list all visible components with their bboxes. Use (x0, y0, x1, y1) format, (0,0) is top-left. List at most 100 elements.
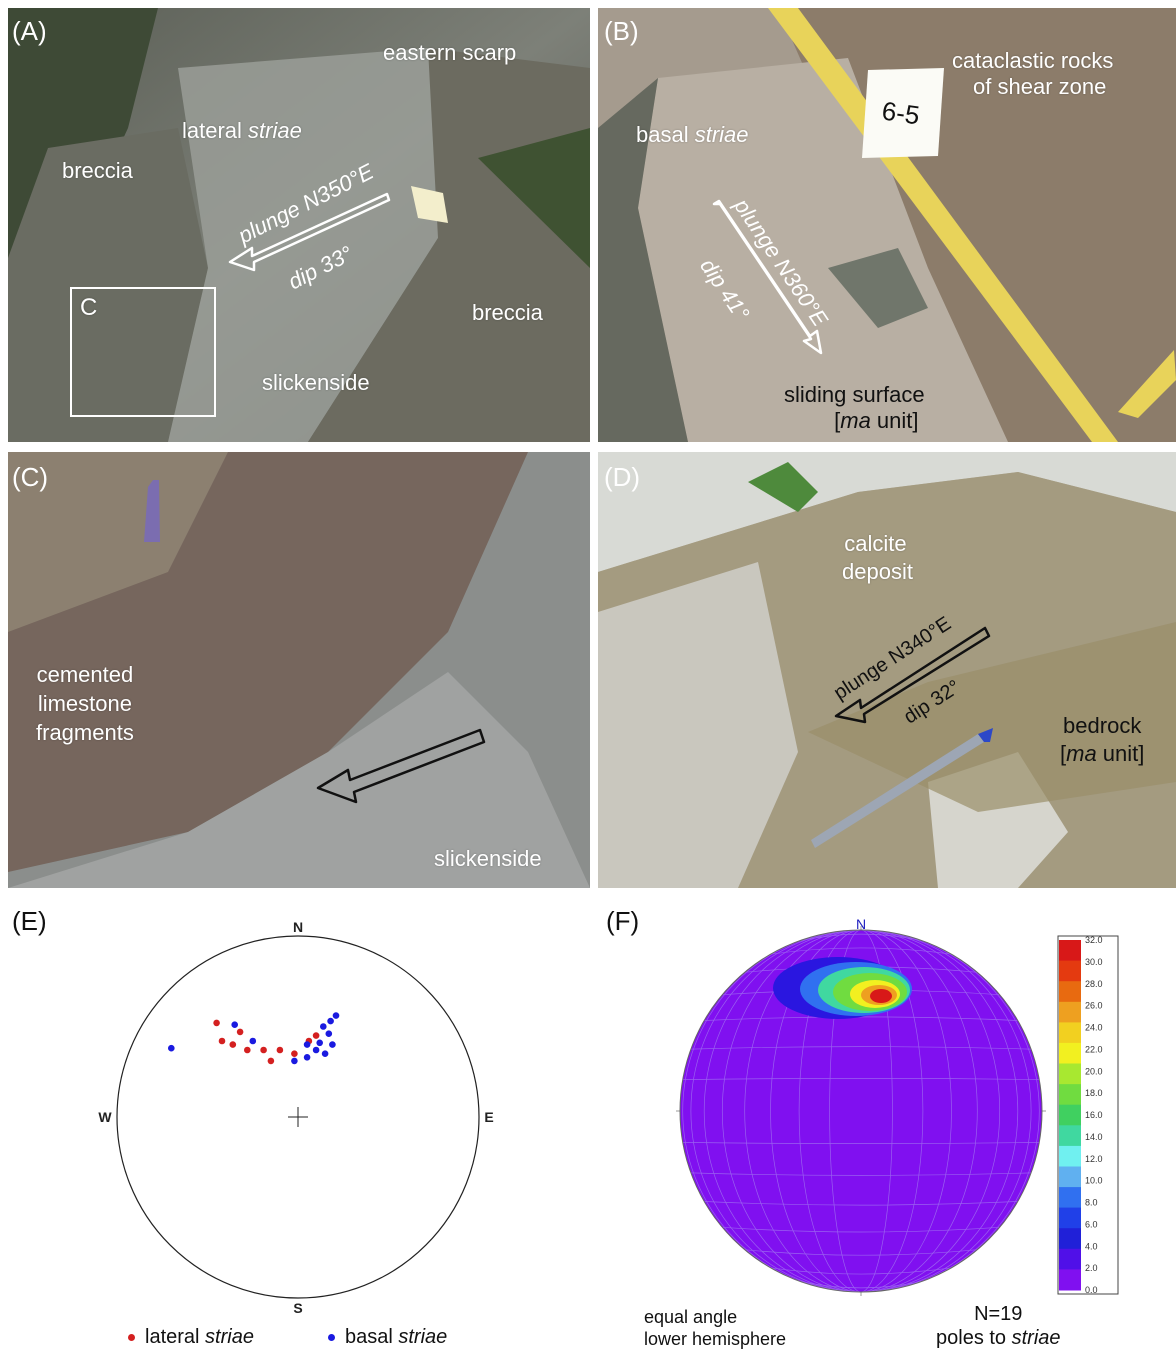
scale-tick-label: 26.0 (1085, 1001, 1103, 1011)
basal-striae-point (327, 1017, 334, 1025)
north-label-e: N (293, 919, 303, 935)
poles-caption: N=19 poles to striae (936, 1303, 1061, 1349)
scale-tick-label: 24.0 (1085, 1023, 1103, 1033)
scale-tick-label: 28.0 (1085, 979, 1103, 989)
scale-swatch (1059, 960, 1081, 982)
west-label-e: W (98, 1109, 112, 1125)
scale-swatch (1059, 1145, 1081, 1167)
plunge-arrow-d (834, 626, 991, 724)
basal-striae-point (231, 1021, 238, 1028)
basal-striae-point (329, 1041, 336, 1048)
basal-striae-point (316, 1039, 324, 1047)
scale-tick-label: 18.0 (1085, 1088, 1103, 1098)
eastern-scarp-label: eastern scarp (383, 40, 517, 65)
basal-striae-point (332, 1012, 340, 1019)
cemented-label: cemented limestone fragments (36, 662, 134, 745)
panel-a-label: (A) (12, 16, 47, 46)
cataclastic-label: cataclastic rocks of shear zone (952, 48, 1114, 99)
panel-c: (C) cemented limestone fragments slickensi… (8, 452, 590, 888)
scale-tick-label: 22.0 (1085, 1044, 1103, 1054)
slickenside-a-label: slickenside (262, 370, 370, 395)
scale-swatch (1059, 981, 1081, 1003)
lateral-striae-label: lateral striae (182, 118, 302, 143)
basal-striae-point (312, 1046, 320, 1054)
legend-basal: basal striae (328, 1326, 447, 1349)
scale-tick-label: 4.0 (1085, 1241, 1098, 1251)
panel-b: (B) cataclastic rocks of shear zone 6-5 b… (598, 8, 1176, 442)
scale-swatch (1059, 940, 1081, 962)
breccia-left-label: breccia (62, 158, 133, 183)
scale-tick-label: 14.0 (1085, 1132, 1103, 1142)
slickenside-arrow-c (316, 728, 486, 804)
legend-basal-marker (328, 1334, 335, 1342)
panel-d: (D) calcite deposit plunge N340°E dip 32°… (598, 452, 1176, 888)
bedrock-label: bedrock [ma unit] (1060, 713, 1145, 766)
scale-tick-label: 30.0 (1085, 957, 1103, 967)
basal-striae-point (320, 1023, 327, 1030)
scale-tick-label: 2.0 (1085, 1263, 1098, 1273)
scale-swatch (1059, 1042, 1081, 1064)
box-c: C (70, 287, 216, 417)
panel-a-photo (8, 8, 590, 442)
plunge-arrow-b (712, 199, 823, 355)
scale-swatch (1059, 1022, 1081, 1044)
basal-striae-point (303, 1041, 311, 1048)
stereonet-e: N S W E (98, 919, 493, 1316)
scale-tick-label: 32.0 (1085, 935, 1103, 945)
plunge-arrow-a (228, 192, 391, 272)
scale-tick-label: 0.0 (1085, 1285, 1098, 1295)
scale-swatch (1059, 1104, 1081, 1126)
basal-striae-label: basal striae (636, 122, 749, 147)
scale-tick-label: 10.0 (1085, 1176, 1103, 1186)
sliding-surface-label: sliding surface [ma unit] (784, 382, 925, 433)
lateral-striae-point (260, 1046, 267, 1054)
box-c-label: C (80, 294, 98, 321)
panel-b-photo (598, 8, 1176, 442)
scale-tick-label: 20.0 (1085, 1066, 1103, 1076)
stereonet-points (168, 1012, 340, 1065)
basal-striae-point (249, 1037, 257, 1045)
panel-f-label: (F) (606, 906, 640, 936)
scale-swatch (1059, 1125, 1081, 1147)
density-disc (680, 930, 1042, 1292)
lateral-striae-point (291, 1050, 298, 1057)
scale-tick-label: 16.0 (1085, 1110, 1103, 1120)
basal-striae-point (321, 1050, 329, 1057)
panel-b-label: (B) (604, 16, 639, 46)
breccia-right-label: breccia (472, 300, 543, 325)
panel-c-photo (8, 452, 590, 888)
scale-swatch (1059, 1187, 1081, 1209)
scale-swatch (1059, 1248, 1081, 1270)
scale-swatch (1059, 1228, 1081, 1250)
panel-e-label: (E) (12, 906, 47, 936)
lateral-striae-point (229, 1041, 237, 1048)
lateral-striae-point (276, 1046, 284, 1054)
scale-swatch (1059, 1207, 1081, 1229)
south-label-e: S (293, 1300, 302, 1316)
panel-a: (A) eastern scarp lateral striae breccia… (8, 8, 590, 442)
lateral-striae-point (236, 1028, 244, 1036)
projection-caption: equal angle lower hemisphere (644, 1307, 787, 1349)
legend-lateral-marker (128, 1334, 135, 1342)
panel-d-photo (598, 452, 1176, 888)
basal-striae-point (168, 1044, 175, 1052)
panel-d-label: (D) (604, 462, 641, 492)
basal-striae-point (303, 1054, 311, 1061)
lateral-striae-point (213, 1019, 220, 1027)
east-label-e: E (484, 1109, 493, 1125)
basal-striae-point (291, 1057, 298, 1065)
basal-striae-point (325, 1030, 333, 1037)
scale-swatch (1059, 1063, 1081, 1085)
scale-tick-label: 12.0 (1085, 1154, 1103, 1164)
lateral-striae-point (267, 1057, 275, 1065)
density-plot-f: N 32.0 30.0 28.0 26.0 24.0 22.0 20.0 18.0 16.0 14… (676, 916, 1119, 1296)
scale-tick-label: 6.0 (1085, 1219, 1098, 1229)
calcite-deposit-label: calcite deposit (842, 531, 913, 584)
scale-swatch (1059, 1084, 1081, 1106)
lateral-striae-point (244, 1046, 251, 1054)
scale-swatch (1059, 1001, 1081, 1023)
panel-c-label: (C) (12, 462, 49, 492)
legend-lateral: lateral striae (128, 1326, 254, 1349)
scale-swatch (1059, 1269, 1081, 1291)
stereonet-e-frame (116, 935, 480, 1299)
